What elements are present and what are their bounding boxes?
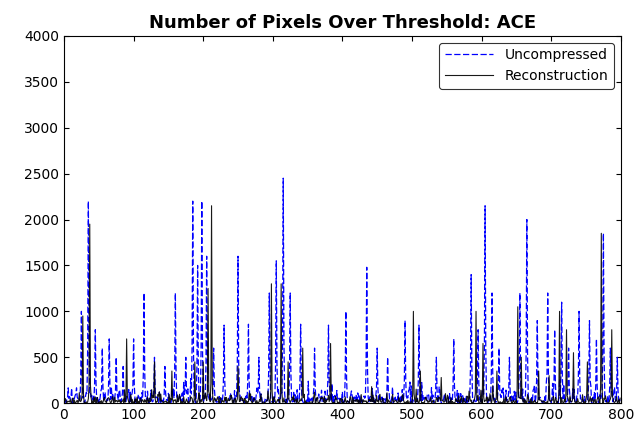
Uncompressed	[416, 379, 424, 384]
Reconstruction	[540, 398, 548, 404]
Uncompressed	[280, 176, 287, 181]
Reconstruction	[616, 396, 624, 401]
Uncompressed	[540, 400, 548, 405]
Reconstruction	[468, 401, 476, 406]
Reconstruction	[60, 399, 68, 405]
Uncompressed	[185, 401, 193, 406]
Title: Number of Pixels Over Threshold: ACE: Number of Pixels Over Threshold: ACE	[149, 13, 536, 31]
Line: Uncompressed: Uncompressed	[64, 178, 620, 403]
Reconstruction	[94, 401, 102, 406]
Uncompressed	[399, 399, 407, 404]
Uncompressed	[385, 388, 392, 393]
Reconstruction	[399, 392, 406, 398]
Reconstruction	[208, 203, 216, 208]
Reconstruction	[483, 400, 491, 405]
Legend: Uncompressed, Reconstruction: Uncompressed, Reconstruction	[439, 43, 614, 89]
Uncompressed	[616, 398, 624, 403]
Uncompressed	[483, 399, 491, 404]
Uncompressed	[60, 388, 68, 394]
Reconstruction	[384, 400, 392, 405]
Uncompressed	[94, 400, 102, 405]
Reconstruction	[415, 400, 423, 405]
Line: Reconstruction: Reconstruction	[64, 206, 620, 403]
